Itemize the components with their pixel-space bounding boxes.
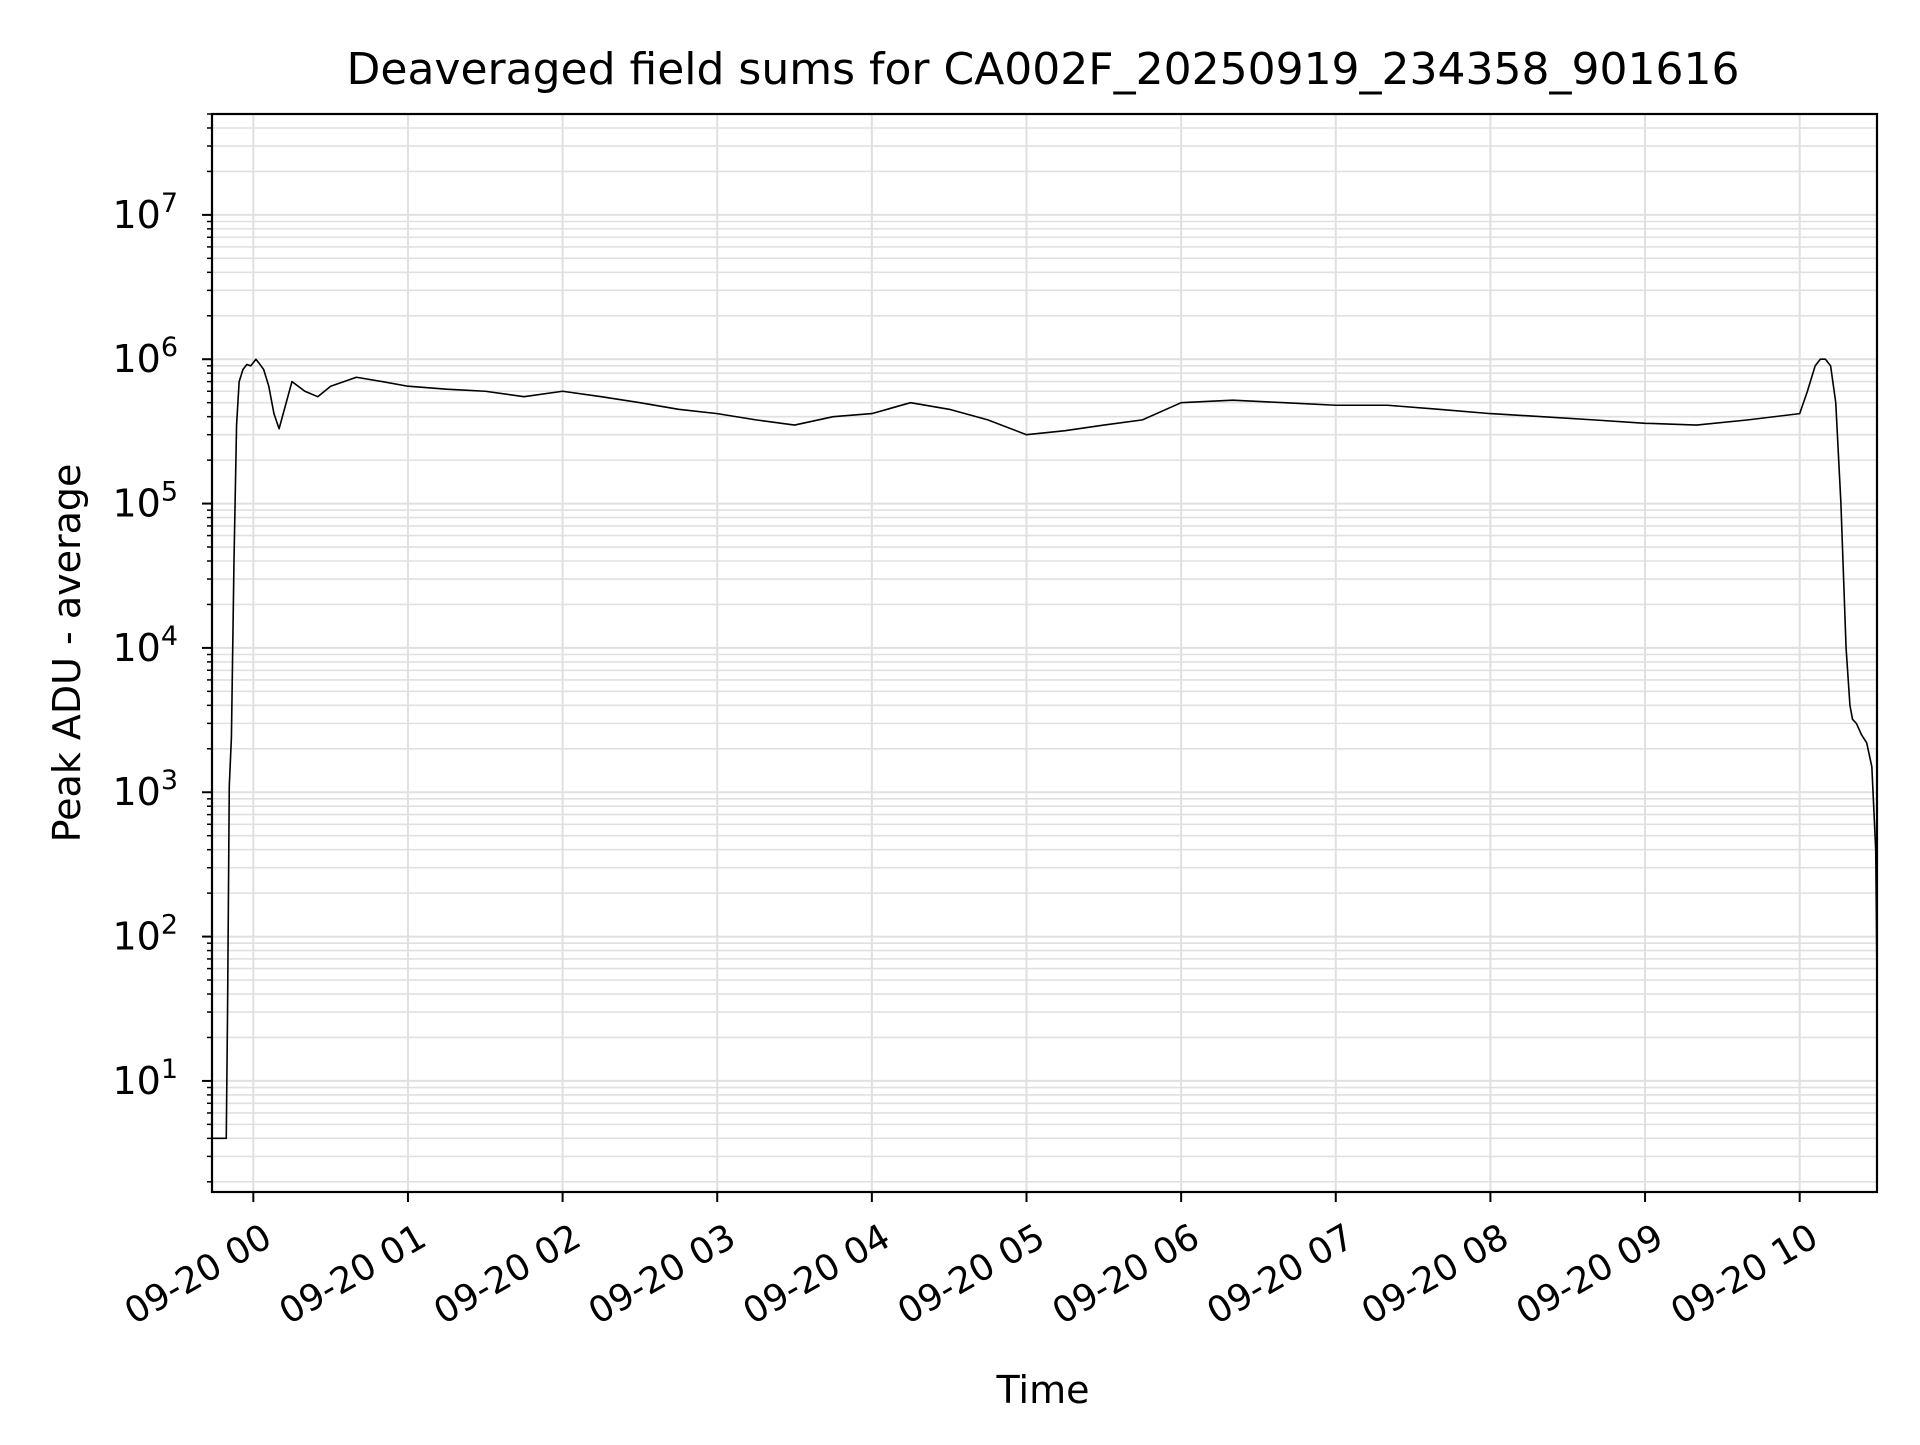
y-axis: 101 102 103 104 105 106 107 (112, 113, 212, 1183)
y-tick-label: 107 (112, 188, 178, 237)
y-tick-label: 104 (112, 621, 178, 670)
chart-title: Deaveraged field sums for CA002F_2025091… (347, 44, 1740, 95)
y-tick-label: 101 (112, 1054, 178, 1103)
y-tick-label: 102 (112, 910, 178, 959)
y-tick-label: 106 (112, 332, 178, 381)
x-tick-label: 09-20 04 (736, 1216, 897, 1332)
x-tick-label: 09-20 01 (273, 1216, 434, 1332)
x-tick-label: 09-20 05 (891, 1216, 1052, 1332)
y-axis-label: Peak ADU - average (45, 464, 89, 843)
x-tick-label: 09-20 06 (1046, 1216, 1207, 1332)
x-tick-label: 09-20 08 (1355, 1216, 1516, 1332)
x-axis-label: Time (996, 1368, 1090, 1412)
x-tick-label: 09-20 00 (118, 1216, 279, 1332)
x-tick-label: 09-20 07 (1200, 1216, 1361, 1332)
x-tick-label: 09-20 02 (427, 1216, 588, 1332)
series-line-0 (212, 358, 1878, 1140)
series-layer (212, 358, 1878, 1140)
x-tick-label: 09-20 09 (1510, 1216, 1671, 1332)
grid-layer (212, 113, 1877, 1192)
plot-frame (210, 112, 1879, 1194)
y-tick-label: 103 (112, 765, 178, 814)
y-tick-label: 105 (112, 477, 178, 526)
x-tick-label: 09-20 03 (582, 1216, 743, 1332)
x-tick-label: 09-20 10 (1664, 1216, 1825, 1332)
